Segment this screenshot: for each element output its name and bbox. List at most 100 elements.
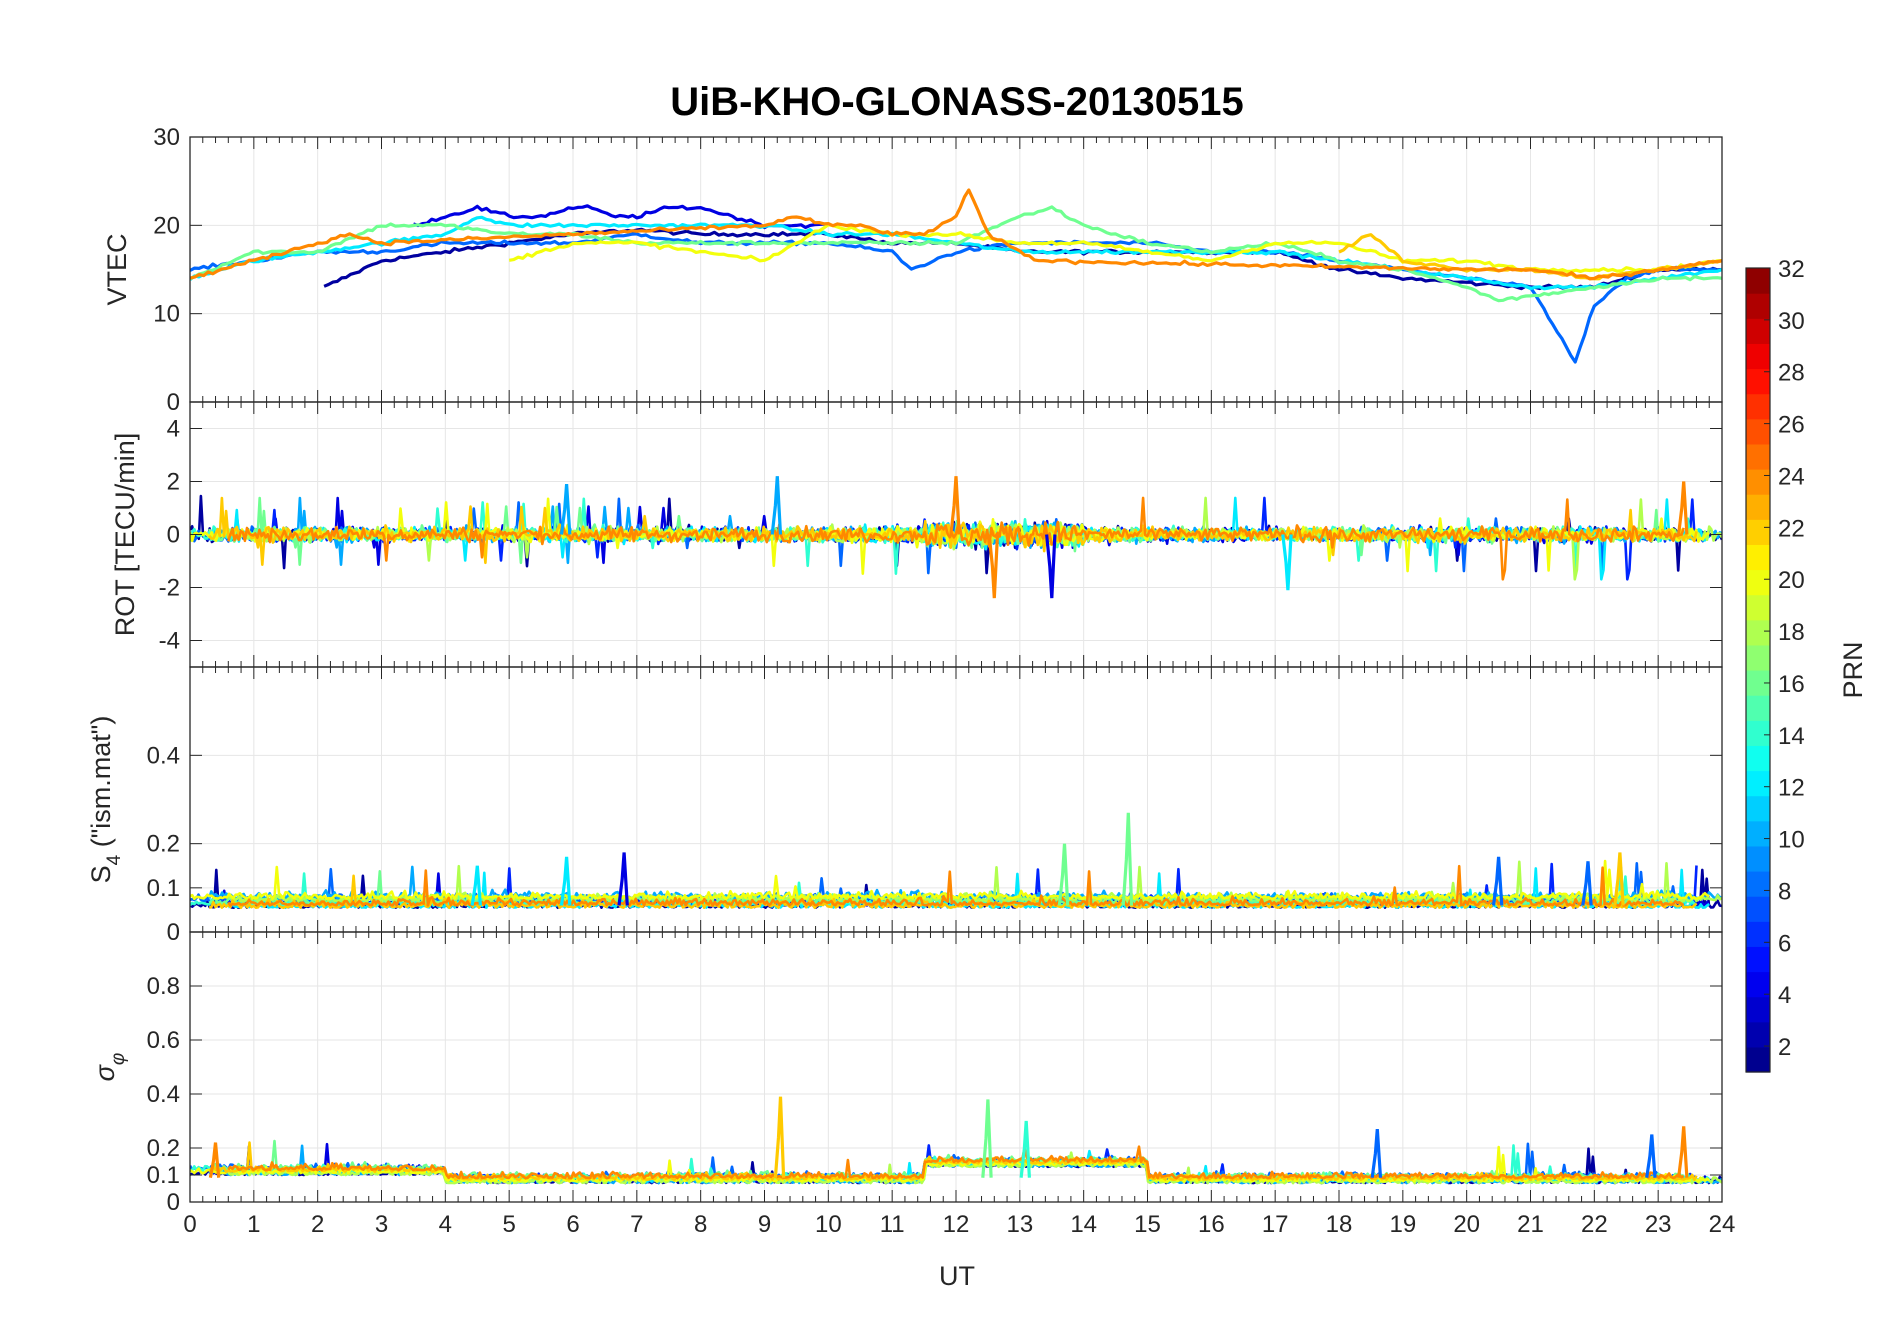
colorbar-segment — [1746, 343, 1770, 370]
colorbar-segment — [1746, 921, 1770, 947]
colorbar-tick-label: 32 — [1778, 256, 1805, 283]
panel-s4-ticks — [189, 667, 1723, 933]
y-tick-label: -2 — [159, 575, 180, 602]
panel-vtec-series — [190, 188, 1722, 364]
colorbar-segment — [1746, 845, 1770, 872]
panel-s4-ylabel: S4 ("ism.mat") — [86, 716, 125, 884]
x-tick-label: 9 — [758, 1211, 771, 1238]
y-tick-label: -4 — [159, 628, 180, 655]
sigma-spike — [1370, 1128, 1383, 1178]
sigma-spike — [773, 1096, 786, 1178]
panel-sigma: 00.10.2 0.4 0.6 0.8 σφ — [90, 931, 1723, 1216]
colorbar-tick-label: 30 — [1778, 308, 1805, 335]
colorbar-tick-label: 16 — [1778, 671, 1805, 698]
colorbar-segment — [1746, 971, 1770, 998]
y-tick-label: 2 — [167, 469, 180, 496]
x-tick-label: 23 — [1645, 1211, 1672, 1238]
rot-spike — [770, 476, 783, 535]
x-tick-label: 3 — [375, 1211, 388, 1238]
panel-vtec-ticks — [189, 136, 1723, 403]
colorbar-tick-label: 22 — [1778, 515, 1805, 542]
y-tick-label: 0.1 — [147, 1162, 180, 1189]
y-tick-label: 0.2 — [147, 831, 180, 858]
vtec-series-prn-16 — [190, 205, 1722, 303]
s4-spike — [1581, 861, 1593, 906]
x-tick-label: 11 — [880, 1211, 905, 1238]
panel-sigma-series — [190, 1096, 1722, 1185]
y-tick-label: 0.4 — [147, 1081, 180, 1108]
y-tick-label: 0.2 — [147, 1135, 180, 1162]
y-tick-label: 0.4 — [147, 742, 180, 769]
y-tick-label: 30 — [153, 124, 180, 151]
x-tick-label: 18 — [1326, 1211, 1353, 1238]
vtec-series-prn-4 — [412, 204, 829, 230]
colorbar-label: PRN — [1838, 641, 1868, 698]
x-tick-label: 6 — [566, 1211, 579, 1238]
s4-spike — [1121, 812, 1134, 906]
panel-rot-series — [190, 476, 1722, 599]
x-tick-label: 21 — [1517, 1211, 1544, 1238]
colorbar-segment — [1746, 569, 1770, 596]
s4-spike — [1057, 843, 1070, 906]
x-tick-label: 7 — [630, 1211, 643, 1238]
colorbar-segment — [1746, 619, 1770, 646]
colorbar-tick-label: 18 — [1778, 619, 1805, 646]
colorbar-segment — [1746, 644, 1770, 671]
colorbar-tick-label: 26 — [1778, 412, 1805, 439]
colorbar-segment — [1746, 318, 1770, 344]
rot-spike — [559, 483, 572, 535]
colorbar-tick-label: 2 — [1778, 1034, 1791, 1061]
colorbar-segment — [1746, 293, 1770, 319]
x-tick-label: 19 — [1389, 1211, 1416, 1238]
colorbar-segment — [1746, 494, 1770, 520]
colorbar-segment — [1746, 946, 1770, 973]
x-tick-label: 20 — [1453, 1211, 1480, 1238]
chart-title: UiB-KHO-GLONASS-20130515 — [670, 80, 1244, 124]
x-tick-label: 12 — [943, 1211, 970, 1238]
rot-spike — [1045, 534, 1057, 599]
y-tick-label: 0 — [167, 1189, 180, 1216]
y-tick-label: 4 — [167, 416, 180, 443]
s4-series-prn-18 — [227, 860, 1722, 903]
s4-spike — [559, 856, 572, 906]
x-axis-label: UT — [939, 1261, 975, 1291]
colorbar-segment — [1746, 1021, 1770, 1048]
colorbar-segment — [1746, 418, 1770, 445]
x-tick-label: 0 — [183, 1211, 196, 1238]
colorbar-segment — [1746, 896, 1770, 922]
colorbar-segment — [1746, 268, 1770, 294]
x-tick-label: 1 — [247, 1211, 260, 1238]
x-tick-label: 5 — [502, 1211, 515, 1238]
colorbar-tick-label: 10 — [1778, 827, 1805, 854]
panel-rot: -4 -2 0 2 4 ROT [TECU/min] — [110, 401, 1723, 668]
panel-rot-ticks — [189, 402, 1723, 667]
y-tick-label: 0 — [167, 919, 180, 946]
colorbar-segment — [1746, 393, 1770, 420]
colorbar-tick-label: 12 — [1778, 775, 1805, 802]
rot-spike — [1677, 481, 1689, 535]
y-tick-label: 0.1 — [147, 875, 180, 902]
x-tick-label: 15 — [1134, 1211, 1161, 1238]
s4-spike — [470, 865, 482, 906]
x-tick-label: 14 — [1070, 1211, 1097, 1238]
sigma-spike — [1645, 1134, 1657, 1178]
x-axis: 0 1 2 3 4 5 6 7 8 9 10 11 12 13 14 15 16 17 18 19 20 21 22 23 24 — [183, 1211, 1735, 1238]
rot-spike — [949, 476, 961, 535]
rot-spike — [1281, 534, 1293, 591]
colorbar-tick-label: 4 — [1778, 982, 1791, 1009]
colorbar-segment — [1746, 368, 1770, 395]
colorbar-tick-label: 14 — [1778, 723, 1805, 750]
colorbar-segment — [1746, 745, 1770, 772]
x-tick-label: 16 — [1198, 1211, 1225, 1238]
colorbar-segment — [1746, 820, 1770, 847]
rot-spike — [987, 534, 1000, 599]
s4-spike — [1613, 852, 1625, 906]
colorbar-segment — [1746, 795, 1770, 822]
rot-series-prn-24 — [227, 496, 1685, 581]
s4-spike — [1491, 856, 1504, 906]
x-tick-label: 2 — [311, 1211, 324, 1238]
panel-s4: 0 0.1 0.2 0.4 S4 ("ism.mat") — [86, 666, 1723, 946]
colorbar-segment — [1746, 695, 1770, 721]
